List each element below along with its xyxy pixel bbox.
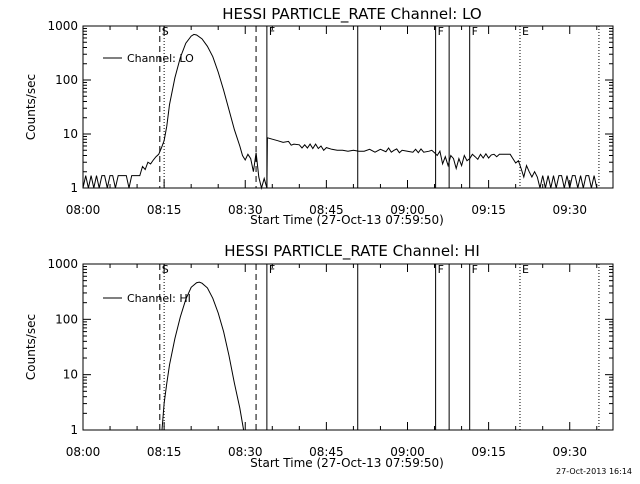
series-line-hi: [161, 281, 245, 431]
legend-label-hi: Channel: HI: [127, 292, 191, 305]
x-tick-label: 09:30: [552, 445, 587, 459]
y-tick-label: 10: [63, 127, 78, 141]
series-line-lo: [82, 33, 598, 190]
y-tick-label: 10: [63, 368, 78, 382]
x-tick-label: 08:45: [309, 203, 344, 217]
legend-lo: Channel: LO: [103, 52, 194, 65]
x-tick-label: 09:15: [471, 445, 506, 459]
flag-label: E: [522, 25, 529, 38]
flag-label: F: [438, 263, 444, 276]
y-tick-label: 1: [70, 423, 78, 437]
chart-title-hi: HESSI PARTICLE_RATE Channel: HI: [224, 242, 480, 261]
legend-hi: Channel: HI: [103, 292, 191, 305]
x-tick-label: 08:45: [309, 445, 344, 459]
chart-title-lo: HESSI PARTICLE_RATE Channel: LO: [222, 5, 481, 24]
x-tick-label: 09:15: [471, 203, 506, 217]
x-tick-label: 09:30: [552, 203, 587, 217]
x-axis-label-hi: Start Time (27-Oct-13 07:59:50): [250, 456, 444, 470]
x-axis-label-lo: Start Time (27-Oct-13 07:59:50): [250, 213, 444, 227]
legend-label-lo: Channel: LO: [127, 52, 194, 65]
y-tick-label: 1000: [47, 19, 78, 33]
y-axis-label-hi: Counts/sec: [24, 314, 38, 380]
flag-label: F: [472, 25, 478, 38]
flag-label: F: [472, 263, 478, 276]
x-tick-label: 08:15: [147, 445, 182, 459]
panel-hi: HESSI PARTICLE_RATE Channel: HI S F F F E 08…: [24, 242, 614, 470]
flag-label: E: [522, 263, 529, 276]
flag-label: S: [162, 263, 169, 276]
plot-frame-hi: [82, 263, 614, 431]
y-axis-label-lo: Counts/sec: [24, 74, 38, 140]
x-tick-label: 09:00: [390, 445, 425, 459]
flag-label: S: [162, 25, 169, 38]
x-tick-label: 08:30: [228, 203, 263, 217]
y-tick-label: 1: [70, 181, 78, 195]
plot-frame-lo: [82, 25, 614, 189]
flag-label: F: [438, 25, 444, 38]
panel-lo: HESSI PARTICLE_RATE Channel: LO S F F F E 08…: [24, 5, 614, 227]
flag-label: F: [269, 263, 275, 276]
y-tick-label: 100: [55, 73, 78, 87]
x-tick-label: 08:00: [66, 203, 101, 217]
flag-label: F: [269, 25, 275, 38]
axes-hi: 08:00 08:15 08:30 08:45 09:00 09:15 09:30 1 10 10…: [47, 257, 613, 459]
x-tick-label: 08:00: [66, 445, 101, 459]
x-tick-label: 09:00: [390, 203, 425, 217]
y-tick-label: 100: [55, 312, 78, 326]
y-tick-label: 1000: [47, 257, 78, 271]
x-tick-label: 08:30: [228, 445, 263, 459]
footer-timestamp: 27-Oct-2013 16:14: [556, 467, 632, 476]
axes-lo: 08:00 08:15 08:30 08:45 09:00 09:15 09:30 1 10 10…: [47, 19, 613, 217]
x-tick-label: 08:15: [147, 203, 182, 217]
